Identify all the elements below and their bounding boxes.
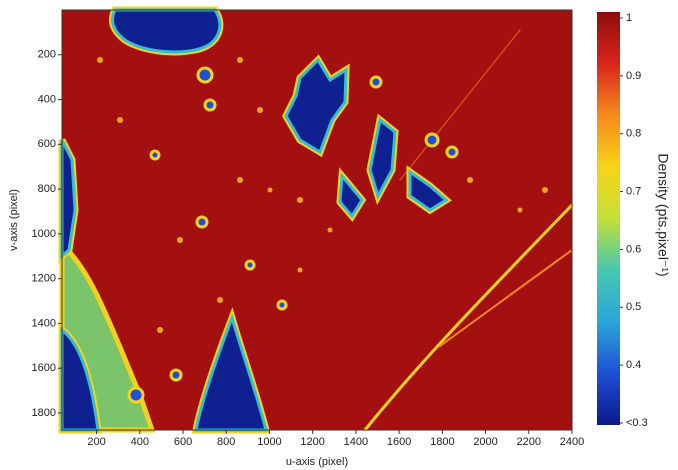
- colorbar-tick-label: 0.6: [626, 243, 641, 255]
- y-tick-label: 400: [38, 93, 56, 105]
- x-tick-label: 1000: [257, 436, 281, 448]
- x-tick-label: 200: [87, 436, 105, 448]
- edge-line: [439, 249, 573, 347]
- y-tick-label: 600: [38, 138, 56, 150]
- x-tick-label: 1600: [387, 436, 411, 448]
- y-tick-label: 1600: [32, 362, 56, 374]
- x-tick-label: 600: [174, 436, 192, 448]
- colorbar-tick-label: 0.5: [626, 301, 641, 313]
- colorbar-tick-label: 0.4: [626, 359, 641, 371]
- spots: [127, 66, 459, 404]
- edge-line: [363, 203, 574, 432]
- y-tick-label: 1200: [32, 273, 56, 285]
- x-tick-label: 1800: [430, 436, 454, 448]
- y-tick-label: 200: [38, 49, 56, 61]
- plot-frame: [61, 9, 573, 431]
- x-tick-label: 800: [217, 436, 235, 448]
- x-tick-label: 2400: [560, 436, 584, 448]
- colorbar-tick-label: 1: [626, 12, 632, 24]
- x-tick-label: 1200: [300, 436, 324, 448]
- heatmap: [62, 10, 574, 432]
- y-tick-label: 1400: [32, 317, 56, 329]
- edge-lines: [363, 29, 574, 432]
- x-axis-label: u-axis (pixel): [286, 456, 348, 468]
- colorbar: [597, 12, 620, 425]
- y-tick-label: 1800: [32, 407, 56, 419]
- colorbar-tick-label: 0.8: [626, 128, 641, 140]
- y-tick-label: 800: [38, 183, 56, 195]
- dots: [97, 57, 548, 333]
- x-tick-label: 2000: [473, 436, 497, 448]
- y-axis-label: v-axis (pixel): [8, 189, 20, 251]
- colorbar-label: Density (pts.pixel⁻¹): [655, 153, 671, 276]
- x-tick-label: 1400: [344, 436, 368, 448]
- colorbar-tick-label: 0.7: [626, 185, 641, 197]
- x-tick-label: 2200: [517, 436, 541, 448]
- colorbar-tick-label: 0.9: [626, 70, 641, 82]
- edge-line: [399, 29, 521, 181]
- colorbar-tick-label: <0.3: [626, 417, 648, 429]
- x-tick-label: 400: [131, 436, 149, 448]
- y-tick-label: 1000: [32, 228, 56, 240]
